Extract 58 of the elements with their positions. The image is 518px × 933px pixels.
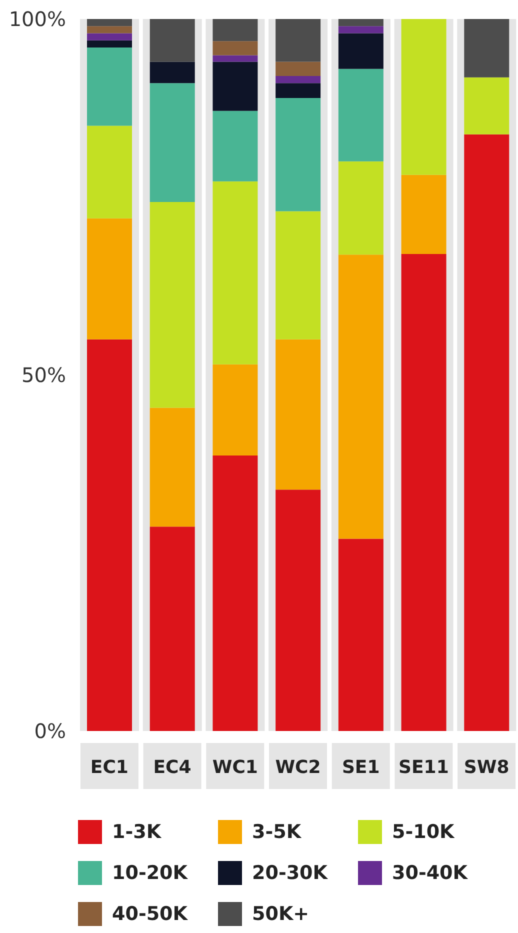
bar: [212, 55, 258, 62]
bar: [150, 83, 195, 202]
bar: [212, 19, 258, 42]
bar: [401, 254, 446, 731]
y-tick-label: 50%: [22, 363, 66, 388]
x-tick-label: SE11: [398, 757, 449, 778]
legend-label: 3-5K: [252, 821, 302, 843]
x-tick-label: SW8: [464, 757, 510, 778]
bar: [276, 76, 321, 84]
bar: [150, 202, 195, 408]
bar: [87, 40, 132, 48]
bar: [150, 526, 195, 731]
x-tick-label: SE1: [342, 757, 380, 778]
legend-label: 10-20K: [112, 862, 188, 884]
bar: [401, 19, 446, 175]
bar: [276, 62, 321, 76]
bar: [87, 218, 132, 340]
bar: [87, 33, 132, 40]
bar: [87, 339, 132, 731]
legend-label: 30-40K: [392, 862, 468, 884]
bar: [276, 98, 321, 212]
bar: [212, 41, 258, 56]
legend-label: 50K+: [252, 903, 310, 925]
bar: [150, 408, 195, 527]
bar: [276, 83, 321, 98]
bar: [87, 26, 132, 34]
bar: [276, 19, 321, 62]
bar: [212, 364, 258, 456]
legend-label: 40-50K: [112, 903, 188, 925]
y-tick-label: 100%: [8, 7, 66, 32]
bar: [464, 19, 510, 78]
bar: [150, 62, 195, 84]
bar: [212, 455, 258, 731]
x-tick-label: WC2: [275, 757, 321, 778]
bar: [338, 19, 384, 26]
bar: [338, 26, 384, 34]
bar: [338, 33, 384, 69]
y-tick-label: 0%: [34, 719, 66, 744]
bar: [87, 126, 132, 218]
bar: [87, 47, 132, 126]
bar: [212, 181, 258, 364]
bar: [212, 110, 258, 182]
bar: [150, 19, 195, 62]
bar: [276, 211, 321, 340]
legend-label: 20-30K: [252, 862, 328, 884]
bar: [401, 174, 446, 254]
bar: [338, 68, 384, 162]
bar: [338, 161, 384, 255]
x-tick-label: WC1: [212, 757, 258, 778]
bar: [87, 19, 132, 26]
bar: [276, 339, 321, 490]
x-tick-label: EC1: [90, 757, 128, 778]
x-tick-label: EC4: [153, 757, 192, 778]
bar: [464, 77, 510, 134]
bar: [212, 62, 258, 111]
legend-label: 5-10K: [392, 821, 454, 843]
legend-label: 1-3K: [112, 821, 162, 843]
bar: [338, 538, 384, 731]
